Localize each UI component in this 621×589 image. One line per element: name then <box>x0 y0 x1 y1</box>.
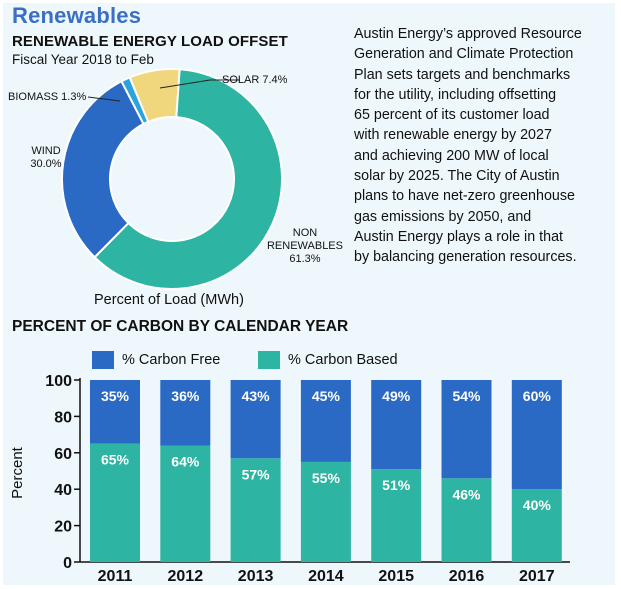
non-renewables-pct: 61.3% <box>289 253 321 265</box>
wind-label-name: WIND <box>31 145 61 157</box>
data-label-carbon-based: 40% <box>523 497 552 513</box>
biomass-leader-line <box>87 96 121 102</box>
data-label-carbon-based: 46% <box>452 486 481 502</box>
x-tick-label: 2015 <box>378 568 414 585</box>
x-tick-label: 2011 <box>98 568 133 585</box>
data-label-carbon-free: 45% <box>312 388 341 404</box>
non-renewables-label: NON RENEWABLES 61.3% <box>266 227 344 266</box>
non-renewables-line1: NON <box>292 227 318 239</box>
solar-leader-line <box>159 79 240 89</box>
bar-carbon-based-2014 <box>300 461 351 562</box>
bar-carbon-based-2011 <box>90 443 140 562</box>
paragraph-line: Austin Energy plays a role in that <box>354 228 564 245</box>
pie-slice-non-renewables <box>93 68 283 290</box>
solar-label: SOLAR 7.4% <box>222 74 288 86</box>
paragraph-line: Generation and Climate Protection <box>354 46 574 63</box>
legend-label-free: % Carbon Free <box>122 352 221 368</box>
description-paragraph: Austin Energy’s approved Resource Genera… <box>354 24 616 268</box>
bar-carbon-based-2016 <box>441 478 492 562</box>
y-tick-label: 80 <box>54 409 72 426</box>
section-title: Renewables <box>12 3 142 28</box>
y-axis-label: Percent <box>9 446 26 499</box>
bar-carbon-based-2015 <box>371 469 422 562</box>
y-tick-label: 20 <box>54 519 72 536</box>
data-label-carbon-free: 49% <box>382 388 411 404</box>
paragraph-line: and achieving 200 MW of local <box>354 147 549 164</box>
legend-label-based: % Carbon Based <box>288 352 398 368</box>
x-tick-label: 2014 <box>308 568 344 585</box>
bar-carbon-free-2015 <box>371 380 422 470</box>
bar-carbon-free-2016 <box>441 380 492 479</box>
bar-carbon-based-2013 <box>230 458 281 562</box>
y-tick-label: 100 <box>45 373 72 390</box>
bar-carbon-based-2012 <box>160 445 211 562</box>
bar-carbon-free-2012 <box>160 380 211 446</box>
bar-carbon-free-2013 <box>230 380 281 459</box>
bar-carbon-based-2017 <box>511 489 562 562</box>
pie-slice-wind <box>61 79 145 259</box>
pie-slice-biomass <box>120 76 150 126</box>
data-label-carbon-free: 54% <box>452 388 481 404</box>
data-label-carbon-based: 64% <box>171 454 200 470</box>
data-label-carbon-free: 35% <box>101 388 130 404</box>
paragraph-line: gas emissions by 2050, and <box>354 208 532 225</box>
paragraph-line: 65 percent of its customer load <box>354 107 550 124</box>
y-tick-label: 40 <box>54 482 72 499</box>
paragraph-line: solar by 2025. The City of Austin <box>354 168 560 185</box>
legend-carbon-free: % Carbon Free <box>92 350 220 370</box>
data-label-carbon-free: 36% <box>171 388 200 404</box>
data-label-carbon-free: 43% <box>242 388 271 404</box>
data-label-carbon-based: 57% <box>242 466 271 482</box>
paragraph-line: with renewable energy by 2027 <box>354 127 552 144</box>
data-label-carbon-based: 55% <box>312 470 341 486</box>
bar-carbon-free-2014 <box>300 380 351 462</box>
x-tick-label: 2013 <box>238 568 274 585</box>
wind-label: WIND 30.0% <box>22 145 70 171</box>
x-tick-label: 2012 <box>168 568 204 585</box>
data-label-carbon-free: 60% <box>523 388 552 404</box>
x-tick-label: 2017 <box>519 568 555 585</box>
legend-swatch-blue <box>92 351 114 369</box>
wind-label-pct: 30.0% <box>30 158 62 170</box>
paragraph-line: Plan sets targets and benchmarks <box>354 66 571 83</box>
pie-leader-lines <box>87 79 240 102</box>
legend-swatch-teal <box>258 351 280 369</box>
data-label-carbon-based: 51% <box>382 477 411 493</box>
bar-chart-title: PERCENT OF CARBON BY CALENDAR YEAR <box>12 318 349 335</box>
bar-carbon-free-2011 <box>90 380 140 444</box>
pie-title: RENEWABLE ENERGY LOAD OFFSET <box>12 33 288 50</box>
non-renewables-line2: RENEWABLES <box>266 240 343 252</box>
pie-caption: Percent of Load (MWh) <box>94 292 244 308</box>
donut-chart <box>61 68 283 290</box>
paragraph-line: for the utility, including offsetting <box>354 86 557 103</box>
biomass-label: BIOMASS 1.3% <box>8 91 87 103</box>
paragraph-line: by balancing generation resources. <box>354 249 577 266</box>
legend-carbon-based: % Carbon Based <box>258 350 398 370</box>
y-tick-label: 60 <box>54 446 72 463</box>
bar-carbon-free-2017 <box>511 380 562 490</box>
paragraph-line: plans to have net-zero greenhouse <box>354 188 575 205</box>
data-label-carbon-based: 65% <box>101 452 130 468</box>
x-tick-label: 2016 <box>449 568 485 585</box>
pie-subtitle: Fiscal Year 2018 to Feb <box>12 52 154 67</box>
paragraph-line: Austin Energy’s approved Resource <box>354 26 582 42</box>
y-tick-label: 0 <box>63 555 72 572</box>
